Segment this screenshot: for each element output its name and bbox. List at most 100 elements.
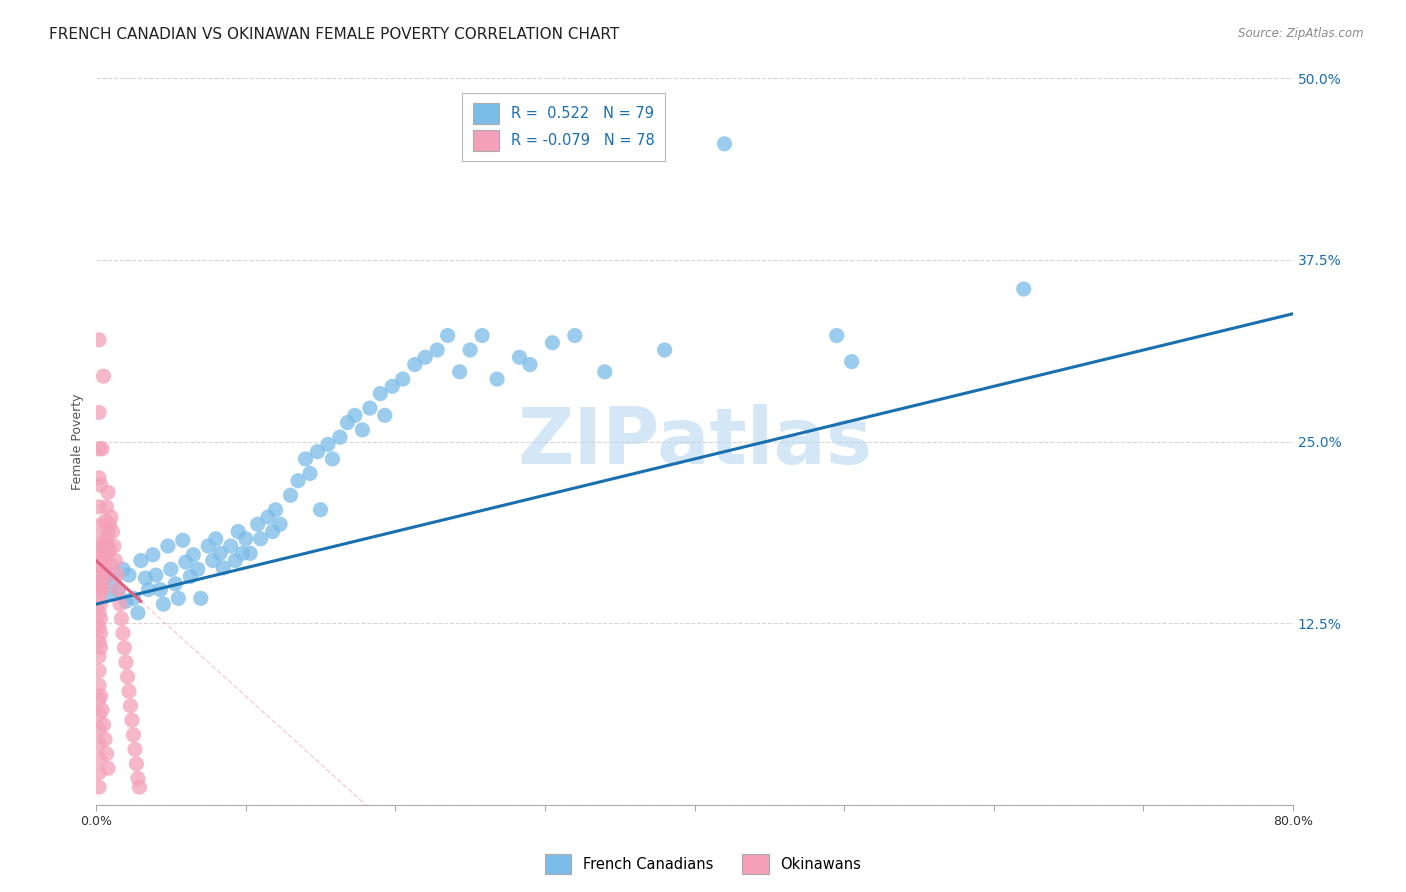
Point bbox=[713, 136, 735, 151]
Point bbox=[209, 546, 232, 560]
Point bbox=[87, 649, 110, 664]
Point bbox=[343, 409, 366, 423]
Point bbox=[121, 714, 143, 728]
Point bbox=[94, 553, 117, 567]
Point bbox=[152, 597, 174, 611]
Point bbox=[381, 379, 404, 393]
Point bbox=[239, 546, 262, 560]
Point bbox=[352, 423, 374, 437]
Point bbox=[124, 742, 146, 756]
Point bbox=[190, 591, 212, 606]
Point bbox=[91, 582, 114, 597]
Point bbox=[212, 561, 235, 575]
Point bbox=[115, 655, 138, 669]
Point bbox=[114, 640, 136, 655]
Point bbox=[104, 553, 127, 567]
Point bbox=[111, 562, 134, 576]
Point bbox=[269, 517, 291, 532]
Point bbox=[187, 562, 209, 576]
Point bbox=[90, 689, 112, 703]
Point bbox=[316, 437, 339, 451]
Point bbox=[156, 539, 179, 553]
Point bbox=[129, 553, 152, 567]
Point bbox=[90, 568, 112, 582]
Point bbox=[101, 524, 124, 539]
Point bbox=[87, 765, 110, 780]
Point bbox=[87, 442, 110, 456]
Text: ZIPatlas: ZIPatlas bbox=[517, 403, 872, 480]
Point bbox=[122, 728, 145, 742]
Point bbox=[87, 591, 110, 606]
Point bbox=[87, 518, 110, 533]
Point bbox=[167, 591, 190, 606]
Point bbox=[97, 485, 120, 500]
Point bbox=[413, 351, 436, 365]
Point bbox=[96, 747, 118, 761]
Point bbox=[197, 539, 219, 553]
Point bbox=[120, 698, 142, 713]
Point bbox=[97, 539, 120, 553]
Point bbox=[87, 751, 110, 765]
Point bbox=[90, 478, 112, 492]
Point bbox=[118, 684, 141, 698]
Point bbox=[174, 555, 197, 569]
Point bbox=[87, 693, 110, 707]
Point bbox=[98, 517, 121, 532]
Point bbox=[125, 756, 148, 771]
Point bbox=[93, 717, 115, 731]
Point bbox=[87, 333, 110, 347]
Y-axis label: Female Poverty: Female Poverty bbox=[72, 393, 84, 490]
Point bbox=[201, 553, 224, 567]
Point bbox=[359, 401, 381, 416]
Point bbox=[165, 576, 187, 591]
Point bbox=[1012, 282, 1035, 296]
Point bbox=[307, 444, 329, 458]
Point bbox=[370, 386, 392, 401]
Legend: R =  0.522   N = 79, R = -0.079   N = 78: R = 0.522 N = 79, R = -0.079 N = 78 bbox=[463, 93, 665, 161]
Point bbox=[436, 328, 458, 343]
Point bbox=[219, 539, 242, 553]
Point bbox=[128, 780, 150, 794]
Point bbox=[138, 582, 160, 597]
Point bbox=[93, 561, 115, 575]
Point bbox=[508, 351, 530, 365]
Point bbox=[329, 430, 352, 444]
Point bbox=[111, 626, 134, 640]
Point bbox=[654, 343, 676, 357]
Point bbox=[110, 612, 132, 626]
Point bbox=[87, 635, 110, 649]
Point bbox=[87, 780, 110, 794]
Point bbox=[87, 562, 110, 576]
Point bbox=[249, 532, 271, 546]
Point bbox=[232, 546, 254, 560]
Point bbox=[449, 365, 471, 379]
Point bbox=[172, 533, 194, 548]
Point bbox=[96, 546, 118, 560]
Point bbox=[471, 328, 494, 343]
Point bbox=[87, 500, 110, 514]
Point bbox=[235, 532, 257, 546]
Point bbox=[374, 409, 396, 423]
Point bbox=[87, 722, 110, 736]
Point bbox=[181, 548, 204, 562]
Point bbox=[87, 606, 110, 620]
Point bbox=[519, 358, 541, 372]
Point bbox=[98, 543, 121, 558]
Point bbox=[94, 514, 117, 528]
Point bbox=[87, 678, 110, 692]
Point bbox=[93, 573, 115, 587]
Text: FRENCH CANADIAN VS OKINAWAN FEMALE POVERTY CORRELATION CHART: FRENCH CANADIAN VS OKINAWAN FEMALE POVER… bbox=[49, 27, 620, 42]
Point bbox=[91, 568, 114, 582]
Point bbox=[142, 548, 165, 562]
Point bbox=[93, 546, 115, 560]
Point bbox=[264, 502, 287, 516]
Point bbox=[90, 582, 112, 597]
Point bbox=[108, 597, 131, 611]
Point bbox=[226, 524, 249, 539]
Point bbox=[204, 532, 226, 546]
Point bbox=[100, 558, 122, 572]
Point bbox=[90, 612, 112, 626]
Point bbox=[486, 372, 509, 386]
Point bbox=[90, 539, 112, 553]
Point bbox=[541, 335, 564, 350]
